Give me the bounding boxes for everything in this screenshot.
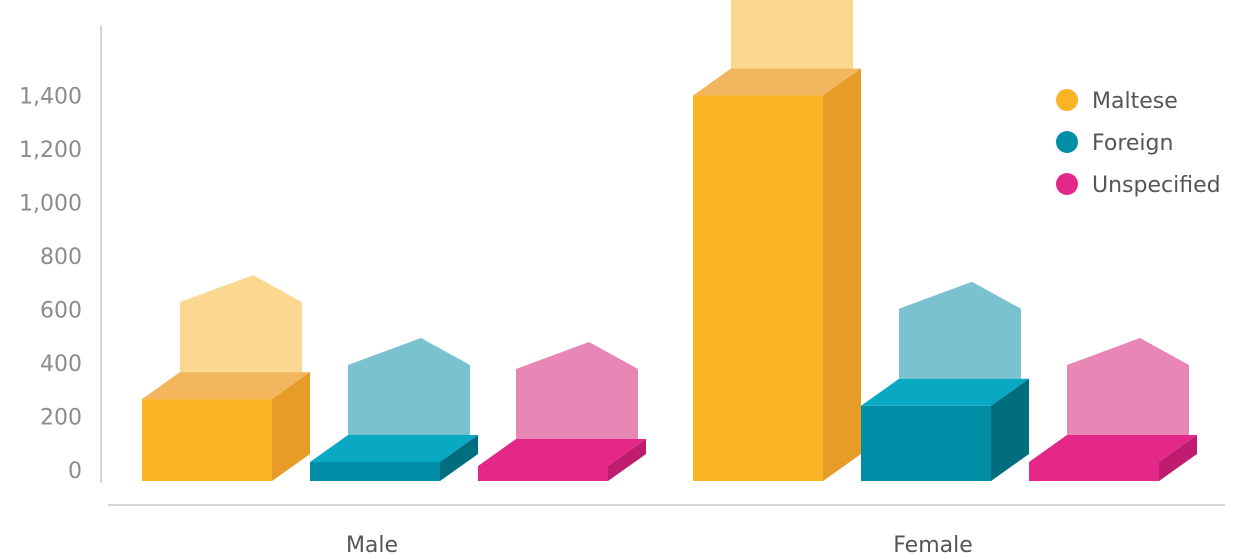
- y-axis-ticks: 0 200 400 600 800 1,000 1,200 1,400: [19, 85, 82, 485]
- bar-foreign-female: [861, 281, 1029, 481]
- bar-side-face: [1159, 434, 1197, 481]
- bar-ghost: [1067, 337, 1189, 435]
- bar-ghost: [731, 0, 853, 69]
- y-tick-label: 0: [68, 459, 82, 484]
- bars: [142, 0, 1197, 481]
- bar-front-face: [861, 405, 991, 481]
- bar-front-face: [1029, 461, 1159, 481]
- bar-ghost: [899, 281, 1021, 379]
- bar-side-face: [440, 434, 478, 481]
- bar-front-face: [478, 465, 608, 481]
- bar-top-face: [693, 68, 861, 96]
- legend-item-unspecified: Unspecified: [1056, 173, 1221, 198]
- bar-unspecified-male: [478, 341, 646, 481]
- y-tick-label: 400: [40, 352, 82, 377]
- bar-foreign-male: [310, 337, 478, 481]
- legend-item-maltese: Maltese: [1056, 89, 1178, 114]
- bar-ghost: [180, 275, 302, 373]
- legend-item-foreign: Foreign: [1056, 131, 1173, 156]
- bar-maltese-male: [142, 275, 310, 481]
- legend: Maltese Foreign Unspecified: [1056, 89, 1221, 198]
- bar-front-face: [142, 399, 272, 481]
- bar-side-face: [991, 378, 1029, 481]
- bar-maltese-female: [693, 0, 861, 481]
- y-tick-label: 1,200: [19, 138, 82, 163]
- bar-front-face: [693, 95, 823, 481]
- bar-top-face: [1029, 434, 1197, 462]
- y-tick-label: 200: [40, 406, 82, 431]
- bar-side-face: [608, 438, 646, 481]
- y-tick-label: 800: [40, 245, 82, 270]
- bar-unspecified-female: [1029, 337, 1197, 481]
- legend-label: Maltese: [1092, 89, 1178, 114]
- y-tick-label: 600: [40, 299, 82, 324]
- legend-label: Unspecified: [1092, 173, 1221, 198]
- bar-top-face: [310, 434, 478, 462]
- y-tick-label: 1,000: [19, 192, 82, 217]
- x-axis-labels: Male Female: [346, 533, 973, 558]
- x-category-label: Male: [346, 533, 398, 558]
- legend-swatch: [1056, 173, 1078, 195]
- legend-label: Foreign: [1092, 131, 1173, 156]
- bar-side-face: [272, 372, 310, 481]
- bar-ghost: [348, 337, 470, 435]
- legend-swatch: [1056, 89, 1078, 111]
- x-category-label: Female: [893, 533, 973, 558]
- bar-top-face: [142, 372, 310, 400]
- bar-front-face: [310, 461, 440, 481]
- bar-top-face: [861, 378, 1029, 406]
- bar-top-face: [478, 438, 646, 466]
- legend-swatch: [1056, 131, 1078, 153]
- y-tick-label: 1,400: [19, 85, 82, 110]
- bar-ghost: [516, 341, 638, 439]
- bar-side-face: [823, 68, 861, 481]
